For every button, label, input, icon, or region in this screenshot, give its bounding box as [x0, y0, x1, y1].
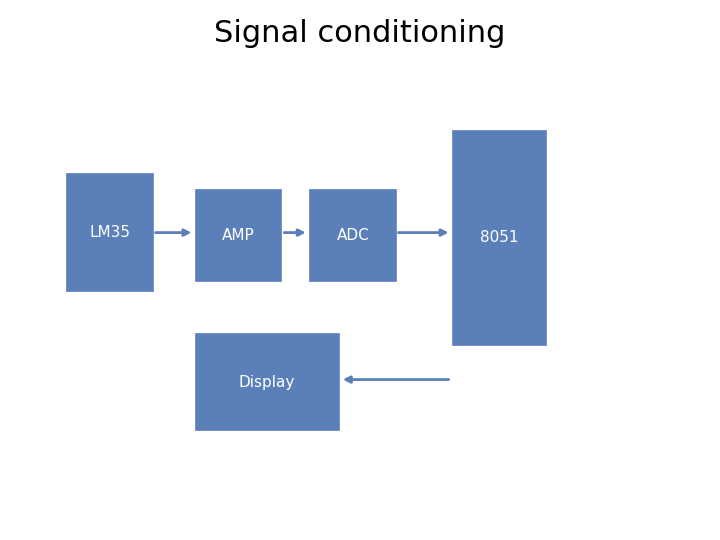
Text: AMP: AMP [222, 228, 255, 243]
FancyBboxPatch shape [196, 334, 338, 430]
FancyBboxPatch shape [453, 131, 546, 345]
Text: Display: Display [239, 375, 295, 390]
Text: Signal conditioning: Signal conditioning [215, 19, 505, 48]
Text: ADC: ADC [336, 228, 369, 243]
FancyBboxPatch shape [67, 174, 153, 292]
Text: LM35: LM35 [89, 225, 130, 240]
FancyBboxPatch shape [196, 190, 282, 281]
Text: 8051: 8051 [480, 231, 518, 246]
FancyBboxPatch shape [310, 190, 396, 281]
